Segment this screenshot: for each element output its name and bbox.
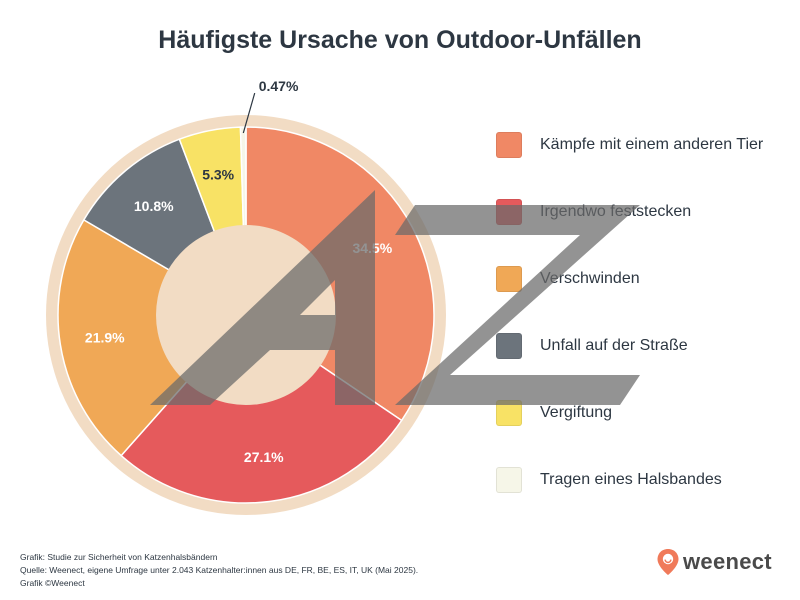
legend-label: Unfall auf der Straße	[540, 337, 688, 354]
legend-label: Kämpfe mit einem anderen Tier	[540, 136, 764, 153]
slice-leader-line	[242, 92, 256, 134]
pie-slice-1	[120, 314, 403, 504]
legend-swatch	[496, 266, 522, 292]
slice-label-4: 5.3%	[202, 167, 234, 183]
footer-line-2: Quelle: Weenect, eigene Umfrage unter 2.…	[20, 565, 419, 575]
chart-footer: Grafik: Studie zur Sicherheit von Katzen…	[20, 551, 418, 590]
footer-line-3: Grafik ©Weenect	[20, 578, 85, 588]
legend-swatch	[496, 333, 522, 359]
chart-title: Häufigste Ursache von Outdoor-Unfällen	[158, 26, 642, 54]
watermark-logo	[150, 190, 640, 405]
footer-line-1: Grafik: Studie zur Sicherheit von Katzen…	[20, 552, 218, 562]
legend-swatch	[496, 132, 522, 158]
weenect-logo: weenect	[656, 548, 772, 576]
legend-item-5: Tragen eines Halsbandes	[496, 463, 722, 497]
slice-label-1: 27.1%	[244, 449, 284, 465]
legend-item-2: Verschwinden	[496, 262, 640, 296]
legend-item-3: Unfall auf der Straße	[496, 329, 688, 363]
pie-slice-2	[57, 218, 248, 457]
legend-swatch	[496, 467, 522, 493]
legend-label: Vergiftung	[540, 404, 613, 421]
slice-label-2: 21.9%	[85, 329, 125, 345]
legend-label: Tragen eines Halsbandes	[540, 471, 722, 488]
slice-label-3: 10.8%	[134, 198, 174, 214]
logo-text: weenect	[683, 549, 772, 574]
legend-item-0: Kämpfe mit einem anderen Tier	[496, 128, 763, 162]
location-pin-icon	[657, 549, 679, 575]
slice-label-5: 0.47%	[259, 78, 299, 94]
legend-label: Verschwinden	[540, 270, 640, 287]
